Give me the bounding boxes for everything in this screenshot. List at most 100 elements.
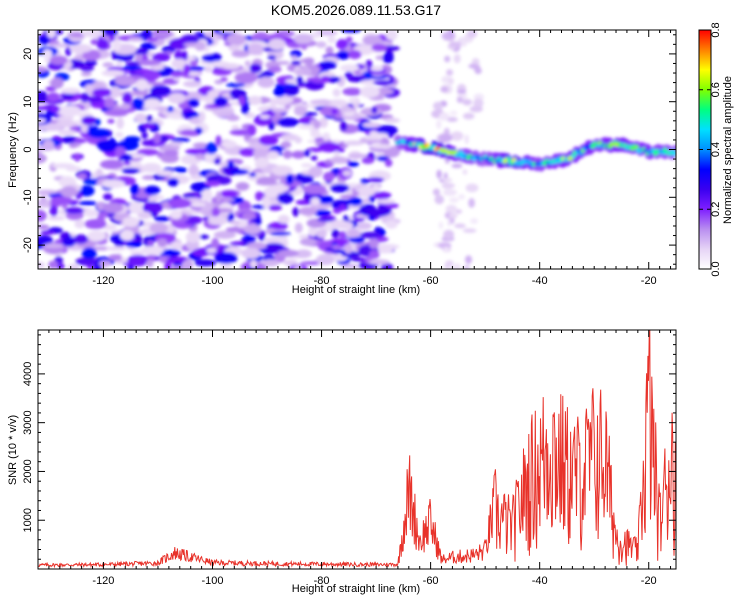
noise-blob xyxy=(127,37,144,42)
noise-blob xyxy=(468,30,473,35)
x-tick-label: -80 xyxy=(314,275,330,287)
noise-blob xyxy=(61,93,75,100)
noise-blob xyxy=(338,231,347,239)
noise-blob xyxy=(186,71,202,77)
noise-blob xyxy=(43,243,64,249)
noise-blob xyxy=(185,148,209,155)
noise-blob xyxy=(169,210,183,220)
noise-blob xyxy=(269,221,288,230)
noise-blob xyxy=(81,115,97,126)
noise-blob xyxy=(255,157,270,167)
noise-blob xyxy=(92,88,113,97)
noise-blob xyxy=(145,259,154,268)
noise-blob xyxy=(443,189,457,196)
noise-blob xyxy=(84,83,94,94)
noise-blob xyxy=(383,117,401,123)
y-tick-label: -10 xyxy=(22,189,34,205)
noise-blob xyxy=(215,135,222,146)
noise-blob xyxy=(453,53,461,64)
noise-blob xyxy=(171,71,183,78)
noise-blob xyxy=(365,208,390,217)
noise-blob xyxy=(358,186,376,197)
noise-blob xyxy=(327,35,336,44)
noise-blob xyxy=(179,129,198,137)
noise-blob xyxy=(78,185,95,197)
noise-blob xyxy=(208,216,228,226)
noise-blob xyxy=(443,246,449,252)
noise-blob xyxy=(112,39,122,52)
noise-blob xyxy=(103,109,128,117)
noise-blob xyxy=(319,60,337,70)
noise-blob xyxy=(80,123,88,134)
noise-blob xyxy=(434,194,445,205)
noise-blob xyxy=(221,140,237,149)
noise-blob xyxy=(249,172,257,177)
noise-blob xyxy=(331,228,340,239)
noise-blob xyxy=(123,161,131,166)
noise-blob xyxy=(226,114,240,122)
noise-blob xyxy=(142,201,164,214)
noise-blob xyxy=(268,200,279,206)
y-tick-label: 1000 xyxy=(22,508,34,532)
noise-blob xyxy=(468,198,475,208)
noise-blob xyxy=(385,219,398,229)
ridge-core xyxy=(458,151,464,156)
noise-blob xyxy=(450,131,464,141)
noise-blob xyxy=(371,191,392,199)
noise-blob xyxy=(465,255,473,265)
noise-blob xyxy=(42,49,53,59)
noise-blob xyxy=(315,41,327,49)
noise-blob xyxy=(220,190,239,198)
noise-blob xyxy=(201,188,213,201)
noise-blob xyxy=(473,93,485,101)
noise-blob xyxy=(102,62,114,68)
noise-blob xyxy=(313,120,321,129)
noise-blob xyxy=(183,64,191,76)
noise-blob xyxy=(170,265,185,269)
noise-blob xyxy=(156,170,174,177)
noise-blob xyxy=(195,153,205,160)
noise-blob xyxy=(190,59,198,67)
noise-blob xyxy=(38,106,50,111)
noise-blob xyxy=(58,129,76,136)
noise-blob xyxy=(294,136,303,144)
noise-blob xyxy=(362,122,381,128)
noise-blob xyxy=(145,115,153,122)
figure-title: KOM5.2026.089.11.53.G17 xyxy=(271,2,441,18)
noise-blob xyxy=(105,246,127,251)
noise-blob xyxy=(359,231,381,239)
noise-blob xyxy=(366,74,388,80)
noise-blob xyxy=(284,104,291,110)
noise-blob xyxy=(274,112,282,119)
noise-blob xyxy=(122,65,143,71)
snr-panel: -120 -100 -80 -60 -40 -20 1000 2000 3000 4000 Hei… xyxy=(7,329,677,595)
y-tick-label: 4000 xyxy=(22,362,34,386)
noise-blob xyxy=(444,55,451,63)
noise-blob xyxy=(241,103,250,115)
noise-blob xyxy=(344,71,353,79)
noise-blob xyxy=(163,149,179,157)
noise-blob xyxy=(226,211,235,223)
noise-blob xyxy=(436,169,442,179)
noise-blob xyxy=(328,100,348,108)
noise-blob xyxy=(86,95,103,103)
noise-blob xyxy=(144,254,161,262)
noise-blob xyxy=(249,63,262,74)
noise-blob xyxy=(217,111,235,116)
noise-blob xyxy=(445,204,457,214)
noise-blob xyxy=(361,157,375,165)
noise-blob xyxy=(468,63,479,69)
noise-blob xyxy=(215,191,222,203)
noise-blob xyxy=(175,167,188,173)
y-tick-label: -20 xyxy=(22,237,34,253)
noise-blob xyxy=(270,231,291,236)
noise-blob xyxy=(148,196,158,202)
noise-blob xyxy=(38,209,47,222)
noise-blob xyxy=(114,77,137,86)
colorbar-label: Normalized spectral amplitude xyxy=(722,76,734,224)
noise-blob xyxy=(56,263,65,269)
noise-blob xyxy=(62,236,77,247)
noise-blob xyxy=(141,139,156,147)
noise-blob xyxy=(291,60,301,65)
noise-blob xyxy=(470,218,479,225)
